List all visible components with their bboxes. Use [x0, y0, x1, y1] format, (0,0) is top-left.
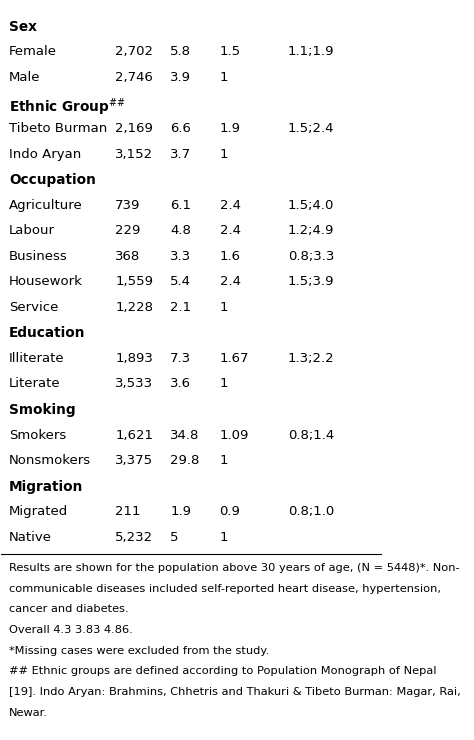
- Text: 1,228: 1,228: [115, 301, 153, 314]
- Text: 0.8;1.0: 0.8;1.0: [288, 505, 334, 518]
- Text: 1.5: 1.5: [219, 45, 241, 58]
- Text: ## Ethnic groups are defined according to Population Monograph of Nepal: ## Ethnic groups are defined according t…: [9, 666, 437, 676]
- Text: *Missing cases were excluded from the study.: *Missing cases were excluded from the st…: [9, 646, 269, 656]
- Text: Labour: Labour: [9, 224, 55, 238]
- Text: 229: 229: [115, 224, 141, 238]
- Text: 1: 1: [219, 377, 228, 391]
- Text: 2,169: 2,169: [115, 122, 153, 135]
- Text: 1.9: 1.9: [170, 505, 191, 518]
- Text: Smokers: Smokers: [9, 428, 66, 442]
- Text: Occupation: Occupation: [9, 173, 96, 187]
- Text: 1,893: 1,893: [115, 352, 153, 365]
- Text: 1.1;1.9: 1.1;1.9: [288, 45, 334, 58]
- Text: 1.3;2.2: 1.3;2.2: [288, 352, 335, 365]
- Text: 2.4: 2.4: [219, 275, 241, 289]
- Text: 1,559: 1,559: [115, 275, 153, 289]
- Text: 34.8: 34.8: [170, 428, 200, 442]
- Text: 1: 1: [219, 454, 228, 467]
- Text: Nonsmokers: Nonsmokers: [9, 454, 91, 467]
- Text: 4.8: 4.8: [170, 224, 191, 238]
- Text: Business: Business: [9, 249, 68, 263]
- Text: 1: 1: [219, 301, 228, 314]
- Text: 1.09: 1.09: [219, 428, 249, 442]
- Text: Ethnic Group$^{\#\#}$: Ethnic Group$^{\#\#}$: [9, 96, 126, 118]
- Text: Migrated: Migrated: [9, 505, 68, 518]
- Text: cancer and diabetes.: cancer and diabetes.: [9, 605, 128, 614]
- Text: Newar.: Newar.: [9, 707, 48, 718]
- Text: 3,152: 3,152: [115, 147, 154, 161]
- Text: 1: 1: [219, 531, 228, 544]
- Text: 6.1: 6.1: [170, 198, 191, 212]
- Text: 2,702: 2,702: [115, 45, 153, 58]
- Text: communicable diseases included self-reported heart disease, hypertension,: communicable diseases included self-repo…: [9, 584, 441, 593]
- Text: Agriculture: Agriculture: [9, 198, 83, 212]
- Text: 2.4: 2.4: [219, 198, 241, 212]
- Text: Male: Male: [9, 71, 40, 84]
- Text: 1.5;4.0: 1.5;4.0: [288, 198, 334, 212]
- Text: 5.8: 5.8: [170, 45, 191, 58]
- Text: 1.67: 1.67: [219, 352, 249, 365]
- Text: 0.9: 0.9: [219, 505, 240, 518]
- Text: 0.8;1.4: 0.8;1.4: [288, 428, 334, 442]
- Text: 1.9: 1.9: [219, 122, 241, 135]
- Text: 3.6: 3.6: [170, 377, 191, 391]
- Text: 1.5;3.9: 1.5;3.9: [288, 275, 334, 289]
- Text: 2.4: 2.4: [219, 224, 241, 238]
- Text: Education: Education: [9, 326, 85, 340]
- Text: 211: 211: [115, 505, 141, 518]
- Text: Smoking: Smoking: [9, 403, 76, 417]
- Text: 739: 739: [115, 198, 141, 212]
- Text: 0.8;3.3: 0.8;3.3: [288, 249, 334, 263]
- Text: Native: Native: [9, 531, 52, 544]
- Text: 2,746: 2,746: [115, 71, 153, 84]
- Text: 5: 5: [170, 531, 179, 544]
- Text: Literate: Literate: [9, 377, 61, 391]
- Text: 5.4: 5.4: [170, 275, 191, 289]
- Text: 1,621: 1,621: [115, 428, 153, 442]
- Text: Migration: Migration: [9, 480, 83, 494]
- Text: 29.8: 29.8: [170, 454, 200, 467]
- Text: 3.3: 3.3: [170, 249, 191, 263]
- Text: Indo Aryan: Indo Aryan: [9, 147, 81, 161]
- Text: 368: 368: [115, 249, 140, 263]
- Text: Female: Female: [9, 45, 57, 58]
- Text: 2.1: 2.1: [170, 301, 191, 314]
- Text: Illiterate: Illiterate: [9, 352, 64, 365]
- Text: 1: 1: [219, 147, 228, 161]
- Text: Housework: Housework: [9, 275, 83, 289]
- Text: 1.6: 1.6: [219, 249, 241, 263]
- Text: 5,232: 5,232: [115, 531, 154, 544]
- Text: Service: Service: [9, 301, 58, 314]
- Text: 6.6: 6.6: [170, 122, 191, 135]
- Text: [19]. Indo Aryan: Brahmins, Chhetris and Thakuri & Tibeto Burman: Magar, Rai,: [19]. Indo Aryan: Brahmins, Chhetris and…: [9, 687, 461, 697]
- Text: Tibeto Burman: Tibeto Burman: [9, 122, 107, 135]
- Text: 3.7: 3.7: [170, 147, 191, 161]
- Text: Sex: Sex: [9, 20, 37, 34]
- Text: 3,375: 3,375: [115, 454, 154, 467]
- Text: Overall 4.3 3.83 4.86.: Overall 4.3 3.83 4.86.: [9, 625, 133, 635]
- Text: 3,533: 3,533: [115, 377, 154, 391]
- Text: Results are shown for the population above 30 years of age, (N = 5448)*. Non-: Results are shown for the population abo…: [9, 563, 460, 574]
- Text: 7.3: 7.3: [170, 352, 191, 365]
- Text: 1.5;2.4: 1.5;2.4: [288, 122, 334, 135]
- Text: 3.9: 3.9: [170, 71, 191, 84]
- Text: 1: 1: [219, 71, 228, 84]
- Text: 1.2;4.9: 1.2;4.9: [288, 224, 334, 238]
